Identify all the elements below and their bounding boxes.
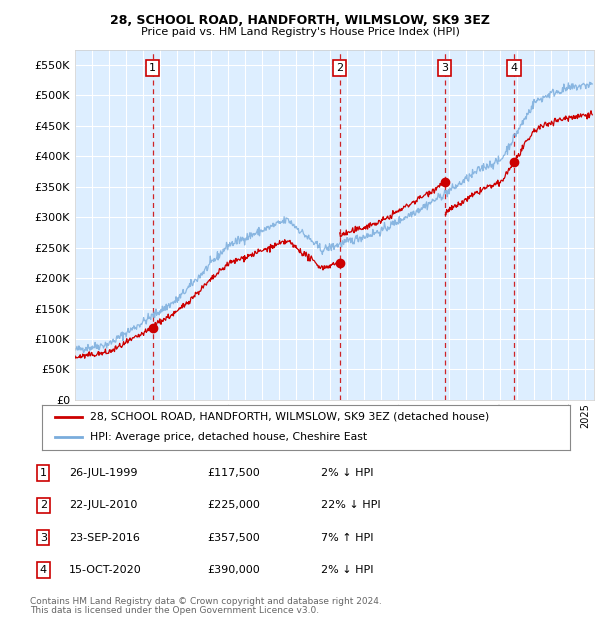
- Text: £225,000: £225,000: [207, 500, 260, 510]
- Text: Contains HM Land Registry data © Crown copyright and database right 2024.: Contains HM Land Registry data © Crown c…: [30, 597, 382, 606]
- Text: 1: 1: [149, 63, 156, 73]
- Text: 2% ↓ HPI: 2% ↓ HPI: [321, 565, 373, 575]
- Text: 28, SCHOOL ROAD, HANDFORTH, WILMSLOW, SK9 3EZ (detached house): 28, SCHOOL ROAD, HANDFORTH, WILMSLOW, SK…: [89, 412, 489, 422]
- Text: This data is licensed under the Open Government Licence v3.0.: This data is licensed under the Open Gov…: [30, 606, 319, 615]
- Text: 3: 3: [40, 533, 47, 542]
- Text: 4: 4: [510, 63, 517, 73]
- Text: £117,500: £117,500: [207, 468, 260, 478]
- Text: 2% ↓ HPI: 2% ↓ HPI: [321, 468, 373, 478]
- Text: 7% ↑ HPI: 7% ↑ HPI: [321, 533, 373, 542]
- Text: 3: 3: [441, 63, 448, 73]
- Text: £390,000: £390,000: [207, 565, 260, 575]
- Text: 15-OCT-2020: 15-OCT-2020: [69, 565, 142, 575]
- Text: 28, SCHOOL ROAD, HANDFORTH, WILMSLOW, SK9 3EZ: 28, SCHOOL ROAD, HANDFORTH, WILMSLOW, SK…: [110, 14, 490, 27]
- Text: £357,500: £357,500: [207, 533, 260, 542]
- Text: 1: 1: [40, 468, 47, 478]
- Text: 2: 2: [336, 63, 343, 73]
- Text: 2: 2: [40, 500, 47, 510]
- Text: 23-SEP-2016: 23-SEP-2016: [69, 533, 140, 542]
- Text: HPI: Average price, detached house, Cheshire East: HPI: Average price, detached house, Ches…: [89, 432, 367, 443]
- Text: 22-JUL-2010: 22-JUL-2010: [69, 500, 137, 510]
- Text: Price paid vs. HM Land Registry's House Price Index (HPI): Price paid vs. HM Land Registry's House …: [140, 27, 460, 37]
- Text: 26-JUL-1999: 26-JUL-1999: [69, 468, 137, 478]
- Text: 22% ↓ HPI: 22% ↓ HPI: [321, 500, 380, 510]
- Text: 4: 4: [40, 565, 47, 575]
